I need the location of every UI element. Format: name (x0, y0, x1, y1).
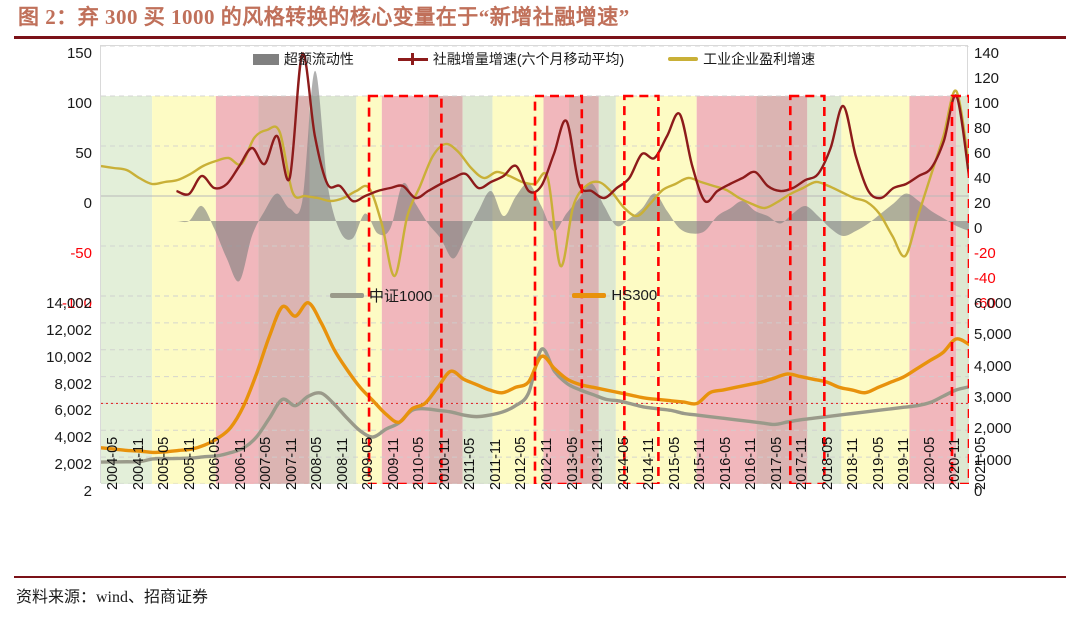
x-axis-tick: 2013-11 (590, 437, 607, 490)
left-axis-tick: 8,002 (54, 375, 92, 393)
plot-area (100, 45, 969, 484)
right-axis-tick: 100 (974, 95, 1000, 112)
left-axis: 150 100 50 0 -50 -100 14,002 12,002 10,002 8,002 6… (0, 45, 1080, 500)
x-axis-tick: 2004-05 (105, 436, 121, 490)
x-axis-tick: 2009-05 (360, 436, 377, 490)
legend-label: 中证1000 (369, 287, 433, 305)
x-axis-tick: 2017-11 (794, 437, 811, 490)
left-axis-tick: 100 (66, 95, 92, 112)
legend-swatch-line (330, 292, 364, 298)
left-axis-tick: 4,002 (54, 429, 92, 447)
x-axis-tick: 2019-11 (896, 437, 913, 490)
x-axis-tick: 2014-05 (615, 436, 632, 490)
x-axis-tick: 2007-11 (283, 437, 300, 490)
left-axis-tick: 14,002 (46, 295, 92, 312)
footer-divider (14, 576, 1066, 578)
x-axis-tick: 2021-05 (973, 436, 989, 490)
right-axis-tick: 3,000 (974, 389, 1012, 406)
left-axis-tick: -100 (61, 295, 92, 312)
right-axis-tick: -60 (974, 295, 996, 312)
title-divider (14, 36, 1066, 39)
x-axis-tick: 2005-11 (181, 437, 198, 490)
x-axis-tick: 2013-05 (564, 436, 581, 490)
left-axis-tick: 50 (75, 145, 92, 162)
legend-label: HS300 (611, 286, 658, 304)
right-axis-tick: 6,000 (974, 295, 1012, 312)
x-axis-tick: 2020-05 (921, 436, 938, 490)
x-axis-tick: 2019-05 (870, 436, 887, 490)
left-axis-tick: 150 (66, 45, 92, 62)
x-axis-labels: 2004-05 2004-11 2005-05 2005-11 2006-05 2006-… (100, 437, 989, 580)
x-axis-tick: 2012-11 (539, 437, 555, 490)
legend-item-hs300: HS300 (572, 287, 657, 304)
x-axis-tick: 2010-05 (411, 436, 428, 490)
right-axis-tick: 40 (974, 170, 991, 187)
x-axis-tick: 2012-05 (513, 436, 530, 490)
left-axis-tick: 10,002 (46, 348, 92, 366)
right-axis: 140 120 100 80 60 40 20 0 -20 -40 -60 6,000 5,000 4,0… (0, 45, 1080, 500)
x-axis-tick: 2020-11 (947, 437, 964, 490)
x-axis-tick: 2010-11 (436, 437, 453, 490)
right-axis-tick: 60 (974, 145, 991, 162)
right-axis-tick: -40 (974, 270, 996, 287)
x-axis-tick: 2006-05 (207, 436, 224, 490)
chart-canvas (101, 46, 969, 484)
left-axis-tick: -50 (70, 245, 92, 262)
right-axis-tick: 120 (974, 70, 1000, 87)
x-axis-tick: 2007-05 (258, 436, 275, 490)
right-axis-tick: 140 (974, 45, 1000, 62)
left-axis-tick: 6,002 (54, 402, 92, 420)
left-axis-tick: 2 (83, 483, 92, 500)
x-axis-tick: 2004-11 (130, 437, 147, 490)
x-axis-tick: 2018-05 (819, 436, 836, 490)
right-axis-tick: -20 (974, 245, 996, 262)
legend-swatch-line (572, 292, 607, 298)
x-axis-tick: 2005-05 (156, 436, 173, 490)
x-axis-tick: 2011-11 (487, 438, 504, 490)
x-axis-tick: 2017-05 (768, 436, 785, 490)
x-axis-tick: 2006-11 (232, 437, 249, 490)
left-axis-tick: 0 (83, 195, 92, 212)
right-axis-tick: 5,000 (974, 326, 1012, 344)
right-axis-tick: 80 (974, 120, 991, 137)
x-axis-tick: 2016-05 (717, 436, 734, 490)
x-axis-tick: 2014-11 (641, 437, 658, 490)
source-note: 资料来源：wind、招商证券 (16, 589, 209, 606)
x-axis-tick: 2015-05 (666, 436, 683, 490)
right-axis-tick: 4,000 (974, 357, 1012, 375)
right-axis-tick: 2,000 (974, 420, 1012, 438)
x-axis-tick: 2018-11 (845, 437, 862, 490)
x-axis-tick: 2015-11 (692, 437, 709, 490)
x-axis-tick: 2016-11 (743, 437, 760, 490)
chart-container: 150 100 50 0 -50 -100 14,002 12,002 10,002 8,002 6… (0, 40, 1080, 575)
left-axis-tick: 12,002 (46, 321, 92, 339)
legend-item-csi1000: 中证1000 (330, 285, 432, 306)
x-axis-tick: 2011-05 (462, 437, 479, 490)
right-axis-tick: 0 (974, 483, 983, 500)
right-axis-tick: 20 (974, 195, 991, 212)
x-axis-tick: 2009-11 (385, 437, 402, 490)
figure-title: 图 2：弃 300 买 1000 的风格转换的核心变量在于“新增社融增速” (18, 5, 630, 29)
x-axis-tick: 2008-11 (334, 437, 351, 490)
right-axis-tick: 0 (974, 220, 983, 237)
x-axis-tick: 2008-05 (309, 436, 326, 490)
left-axis-tick: 2,002 (54, 456, 92, 474)
right-axis-tick: 1,000 (974, 451, 1012, 469)
legend-lower: 中证1000 HS300 (330, 284, 750, 306)
